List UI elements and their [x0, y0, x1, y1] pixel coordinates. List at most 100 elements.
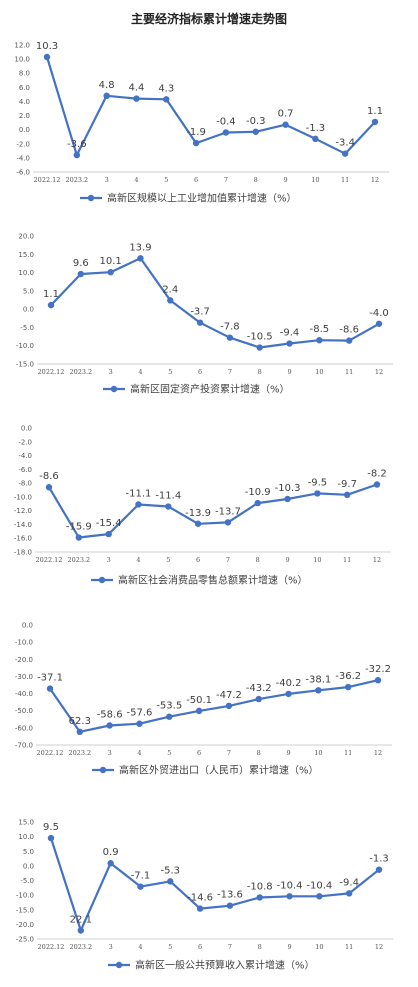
x-tick-label: 10: [315, 943, 323, 951]
legend: 高新区社会消费品零售总额累计增速（%）: [91, 574, 308, 587]
data-point: [195, 707, 203, 715]
legend-label: 高新区外贸进出口（人民币）累计增速（%）: [119, 764, 319, 777]
legend-label: 高新区社会消费品零售总额累计增速（%）: [118, 574, 308, 587]
data-point: [314, 490, 321, 497]
data-label: 2.4: [162, 284, 178, 295]
y-tick-label: 10.0: [14, 56, 30, 64]
x-tick-label: 5: [167, 749, 171, 757]
data-label: -43.2: [246, 683, 272, 694]
data-label: -8.6: [39, 471, 59, 482]
data-point: [345, 890, 353, 897]
data-label: -15.4: [96, 518, 122, 529]
y-tick-label: -12.0: [14, 507, 32, 515]
data-label: -40.2: [276, 678, 302, 689]
series-line: [49, 679, 379, 733]
data-point: [226, 902, 234, 909]
x-tick-label: 11: [345, 368, 353, 376]
data-point: [312, 135, 319, 143]
data-label: -4.0: [369, 308, 389, 319]
legend: 高新区固定资产投资累计增速（%）: [103, 383, 290, 396]
data-point: [285, 690, 292, 698]
data-label: 1.1: [43, 289, 59, 300]
x-tick-label: 11: [341, 176, 349, 184]
x-tick-label: 11: [345, 943, 353, 951]
legend: 高新区一般公共预算收入累计增速（%）: [108, 959, 315, 972]
x-tick-label: 2023.2: [68, 749, 91, 757]
y-tick-label: -18.0: [14, 549, 32, 557]
x-tick-label: 9: [283, 176, 287, 184]
data-label: -53.5: [156, 701, 182, 712]
x-tick-label: 12: [371, 176, 379, 184]
data-point: [374, 677, 382, 684]
x-tick-label: 12: [374, 749, 382, 757]
x-tick-label: 2023.2: [67, 556, 90, 564]
data-point: [107, 860, 114, 867]
data-label: -8.6: [339, 325, 359, 336]
y-tick-label: -15.0: [16, 906, 34, 914]
x-tick-label: 5: [168, 368, 172, 376]
data-label: -50.1: [186, 695, 212, 706]
x-tick-label: 3: [109, 368, 113, 376]
x-tick-label: 2022.12: [36, 556, 63, 564]
legend-label: 高新区规模以上工业增加值累计增速（%）: [107, 192, 297, 205]
y-tick-label: -10.0: [15, 639, 33, 647]
data-point: [256, 344, 263, 351]
x-tick-label: 12: [373, 556, 381, 564]
data-point: [47, 301, 55, 309]
data-label: -36.2: [335, 671, 361, 682]
chart-5: 15.0 10.0 5.0 0.0 -5.0 -10.0 -15.0 -20.0 -25.0 20…: [16, 819, 393, 972]
x-tick-label: 10: [311, 176, 319, 184]
data-point: [371, 118, 379, 126]
data-label: -1.3: [369, 854, 389, 865]
data-label: 0.7: [278, 109, 294, 120]
data-point: [315, 687, 322, 694]
x-tick-label: 2022.12: [38, 943, 65, 951]
y-tick-label: -10.0: [14, 493, 32, 501]
data-point: [103, 92, 110, 100]
x-tick-label: 8: [254, 176, 258, 184]
data-label: -13.6: [217, 890, 243, 901]
series-line: [49, 837, 380, 932]
data-point: [75, 534, 83, 541]
x-tick-label: 6: [198, 943, 202, 951]
data-point: [373, 481, 381, 488]
y-tick-label: 0.0: [19, 126, 30, 134]
data-point: [375, 320, 383, 327]
data-point: [136, 720, 143, 727]
data-point: [167, 297, 174, 304]
x-tick-label: 10: [314, 749, 322, 757]
x-tick-label: 6: [194, 176, 198, 184]
data-label: -15.9: [66, 522, 92, 533]
data-point: [343, 491, 351, 499]
x-tick-label: 4: [137, 749, 141, 757]
data-label: -10.4: [277, 880, 303, 891]
series-line: [48, 483, 378, 539]
legend-marker: [110, 385, 118, 393]
y-tick-label: 12.0: [14, 42, 30, 50]
data-label: -57.6: [127, 708, 153, 719]
y-tick-label: -20.0: [16, 921, 34, 929]
data-label: -7.1: [131, 871, 151, 882]
x-tick-label: 10: [313, 556, 321, 564]
y-tick-label: 5.0: [23, 287, 34, 295]
data-point: [226, 334, 234, 341]
legend-marker: [87, 194, 95, 202]
series-line: [45, 56, 376, 157]
y-tick-label: -5.0: [20, 324, 34, 332]
x-tick-label: 7: [224, 176, 228, 184]
data-point: [194, 520, 202, 527]
y-tick-label: -10.0: [16, 342, 34, 350]
data-label: -10.5: [247, 332, 273, 343]
y-tick-label: 8.0: [19, 70, 30, 78]
data-label: -1.9: [186, 127, 206, 138]
data-point: [256, 894, 263, 901]
x-tick-label: 2023.2: [65, 176, 88, 184]
data-point: [284, 495, 291, 503]
data-point: [165, 503, 172, 510]
data-label: -10.4: [306, 880, 332, 891]
y-tick-label: -30.0: [15, 673, 33, 681]
data-point: [105, 530, 112, 538]
data-point: [341, 150, 349, 157]
x-tick-label: 8: [256, 556, 260, 564]
